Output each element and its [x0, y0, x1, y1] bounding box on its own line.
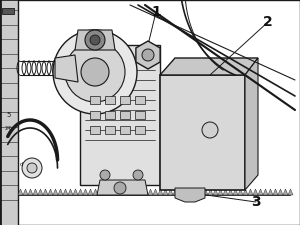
Polygon shape [108, 189, 113, 195]
Circle shape [81, 58, 109, 86]
Text: 1: 1 [151, 5, 161, 19]
Circle shape [85, 30, 105, 50]
Polygon shape [118, 189, 123, 195]
Polygon shape [288, 189, 293, 195]
Polygon shape [23, 189, 28, 195]
Polygon shape [98, 189, 103, 195]
Polygon shape [163, 189, 168, 195]
Bar [105, 126, 115, 134]
Polygon shape [128, 189, 133, 195]
Polygon shape [160, 75, 245, 190]
Text: 24V: 24V [4, 126, 14, 130]
Polygon shape [75, 30, 115, 50]
Polygon shape [133, 189, 138, 195]
Polygon shape [228, 189, 233, 195]
Polygon shape [138, 189, 143, 195]
Polygon shape [175, 188, 205, 202]
Polygon shape [33, 189, 38, 195]
Polygon shape [233, 189, 238, 195]
Text: 2: 2 [263, 15, 273, 29]
Bar [135, 111, 145, 119]
Polygon shape [178, 189, 183, 195]
Polygon shape [273, 189, 278, 195]
Bar [135, 126, 145, 134]
Polygon shape [268, 189, 273, 195]
Polygon shape [243, 189, 248, 195]
Polygon shape [218, 189, 223, 195]
Polygon shape [83, 189, 88, 195]
Polygon shape [97, 180, 148, 195]
Circle shape [22, 158, 42, 178]
Polygon shape [173, 189, 178, 195]
Polygon shape [183, 189, 188, 195]
Bar [105, 111, 115, 119]
Circle shape [27, 163, 37, 173]
Polygon shape [143, 189, 148, 195]
Polygon shape [78, 189, 83, 195]
Polygon shape [88, 189, 93, 195]
Text: d: d [20, 162, 24, 167]
Polygon shape [213, 189, 218, 195]
Polygon shape [38, 189, 43, 195]
Circle shape [90, 35, 100, 45]
Bar [120, 126, 130, 134]
Polygon shape [283, 189, 288, 195]
Polygon shape [263, 189, 268, 195]
Polygon shape [0, 0, 18, 225]
Polygon shape [68, 189, 73, 195]
Polygon shape [2, 8, 14, 14]
Polygon shape [103, 189, 108, 195]
Bar [135, 96, 145, 104]
Polygon shape [148, 189, 153, 195]
Bar [105, 96, 115, 104]
Bar [90, 111, 100, 119]
Bar [90, 126, 100, 134]
Polygon shape [253, 189, 258, 195]
Circle shape [65, 42, 125, 102]
Polygon shape [245, 58, 258, 190]
Polygon shape [55, 55, 78, 82]
Polygon shape [278, 189, 283, 195]
Polygon shape [123, 189, 128, 195]
Circle shape [202, 122, 218, 138]
Polygon shape [198, 189, 203, 195]
Polygon shape [160, 58, 258, 75]
Polygon shape [188, 189, 193, 195]
Bar [90, 96, 100, 104]
Polygon shape [153, 189, 158, 195]
Text: 3: 3 [251, 195, 261, 209]
Circle shape [100, 170, 110, 180]
Polygon shape [193, 189, 198, 195]
Polygon shape [158, 189, 163, 195]
Polygon shape [168, 189, 173, 195]
Circle shape [142, 49, 154, 61]
Polygon shape [73, 189, 78, 195]
Polygon shape [53, 189, 58, 195]
Circle shape [114, 182, 126, 194]
Circle shape [53, 30, 137, 114]
Bar [120, 96, 130, 104]
Bar [120, 111, 130, 119]
Polygon shape [223, 189, 228, 195]
Polygon shape [48, 189, 53, 195]
Polygon shape [203, 189, 208, 195]
Polygon shape [43, 189, 48, 195]
Polygon shape [136, 41, 160, 69]
Polygon shape [63, 189, 68, 195]
Polygon shape [208, 189, 213, 195]
Polygon shape [248, 189, 253, 195]
Polygon shape [113, 189, 118, 195]
Polygon shape [258, 189, 263, 195]
Polygon shape [18, 189, 23, 195]
Circle shape [133, 170, 143, 180]
Polygon shape [93, 189, 98, 195]
Polygon shape [238, 189, 243, 195]
Text: 5: 5 [7, 112, 11, 118]
Polygon shape [28, 189, 33, 195]
Polygon shape [80, 45, 160, 185]
Polygon shape [58, 189, 63, 195]
